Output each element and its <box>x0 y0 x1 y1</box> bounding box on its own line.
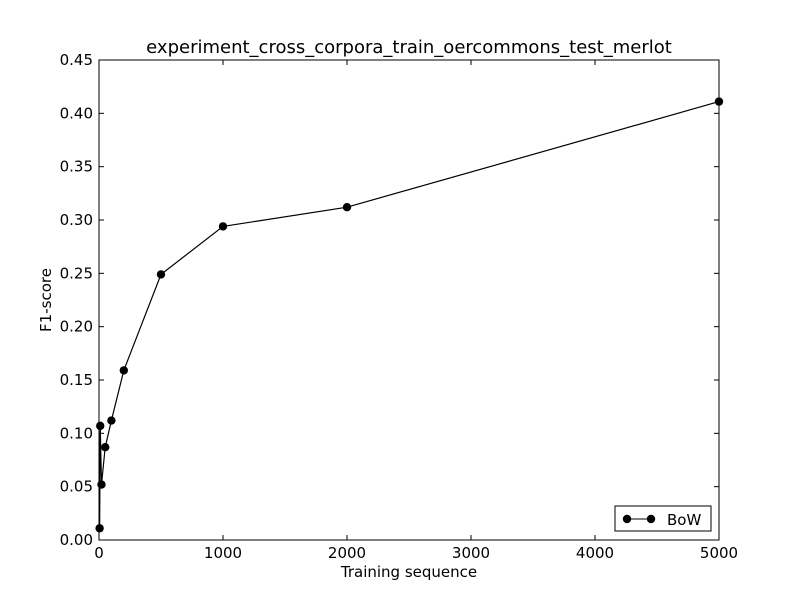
x-tick-label: 0 <box>94 544 104 562</box>
x-tick-label: 5000 <box>700 544 738 562</box>
data-point <box>218 222 228 231</box>
legend-marker-swatch <box>646 514 656 524</box>
y-tick-label: 0.05 <box>60 478 93 496</box>
y-tick-label: 0.20 <box>60 318 93 336</box>
y-axis-label: F1-score <box>37 268 55 332</box>
legend: BoW <box>614 505 712 532</box>
y-tick-label: 0.10 <box>60 424 93 442</box>
data-point <box>156 270 166 279</box>
x-tick-label: 3000 <box>452 544 490 562</box>
data-point <box>714 97 724 106</box>
y-tick-label: 0.00 <box>60 531 93 549</box>
series-line-bow <box>99 101 720 529</box>
series-layer <box>95 97 724 533</box>
chart-title: experiment_cross_corpora_train_oercommon… <box>146 37 672 58</box>
legend-marker-swatch <box>622 514 632 524</box>
data-point <box>97 480 106 489</box>
legend-entry-bow: BoW <box>667 511 701 529</box>
data-point <box>119 366 128 375</box>
y-tick-label: 0.40 <box>60 104 93 122</box>
x-tick-label: 2000 <box>328 544 366 562</box>
y-tick-label: 0.25 <box>60 264 93 282</box>
x-tick-label: 4000 <box>576 544 614 562</box>
y-tick-label: 0.35 <box>60 158 93 176</box>
x-axis-label: Training sequence <box>340 563 477 581</box>
x-tick-label: 1000 <box>204 544 242 562</box>
data-point <box>95 524 104 533</box>
data-point <box>96 421 105 431</box>
data-point <box>101 443 110 452</box>
data-point <box>342 203 352 212</box>
plot-area <box>98 59 720 541</box>
data-point <box>107 416 116 425</box>
y-axis: 0.00 0.05 0.10 0.15 0.20 0.25 0.30 0.35 0.40 0.45 <box>60 51 719 549</box>
y-tick-label: 0.15 <box>60 371 93 389</box>
y-tick-label: 0.30 <box>60 211 93 229</box>
y-tick-label: 0.45 <box>60 51 93 69</box>
x-axis: 0 1000 2000 3000 4000 5000 <box>94 60 738 562</box>
